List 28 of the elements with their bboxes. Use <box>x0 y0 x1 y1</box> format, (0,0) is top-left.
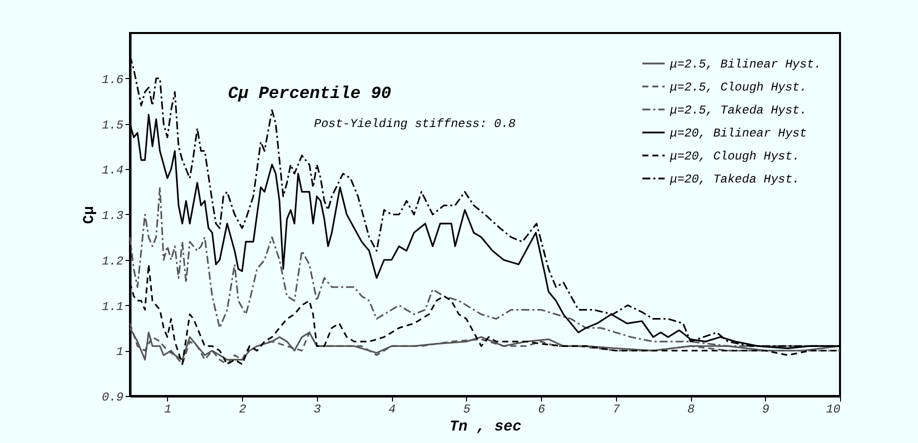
x-tick-label: 6 <box>538 402 546 416</box>
y-tick-label: 1.2 <box>102 254 124 268</box>
x-tick-label: 4 <box>388 402 396 416</box>
x-tick-label: 8 <box>687 402 695 416</box>
legend-label: μ=20, Takeda Hyst. <box>669 172 800 186</box>
x-tick-label: 10 <box>826 402 840 416</box>
x-axis-title: Tn , sec <box>449 418 522 436</box>
legend-label: μ=2.5, Bilinear Hyst. <box>669 58 822 72</box>
annotation: Post-Yielding stiffness: 0.8 <box>314 117 516 131</box>
legend-label: μ=2.5, Takeda Hyst. <box>669 104 807 118</box>
x-tick-label: 1 <box>164 402 172 416</box>
text: Cμ Percentile 90 <box>228 85 392 104</box>
y-tick-label: 1.6 <box>102 72 124 87</box>
y-tick-label: 1 <box>116 345 124 360</box>
legend-label: μ=20, Bilinear Hyst <box>669 126 807 140</box>
y-tick-label: 1.5 <box>102 118 124 132</box>
x-tick-label: 5 <box>463 402 470 416</box>
x-tick-label: 2 <box>239 402 246 416</box>
legend-label: μ=20, Clough Hyst. <box>669 150 800 164</box>
x-tick-label: 9 <box>762 402 770 416</box>
legend-label: μ=2.5, Clough Hyst. <box>669 80 807 94</box>
x-tick-label: 3 <box>314 402 321 416</box>
y-tick-label: 1.1 <box>102 300 124 314</box>
y-tick-label: 0.9 <box>102 390 124 404</box>
y-tick-label: 1.4 <box>102 164 124 178</box>
y-tick-label: 1.3 <box>102 209 124 223</box>
y-axis-title: Cμ <box>80 206 98 224</box>
x-tick-label: 7 <box>612 402 621 416</box>
